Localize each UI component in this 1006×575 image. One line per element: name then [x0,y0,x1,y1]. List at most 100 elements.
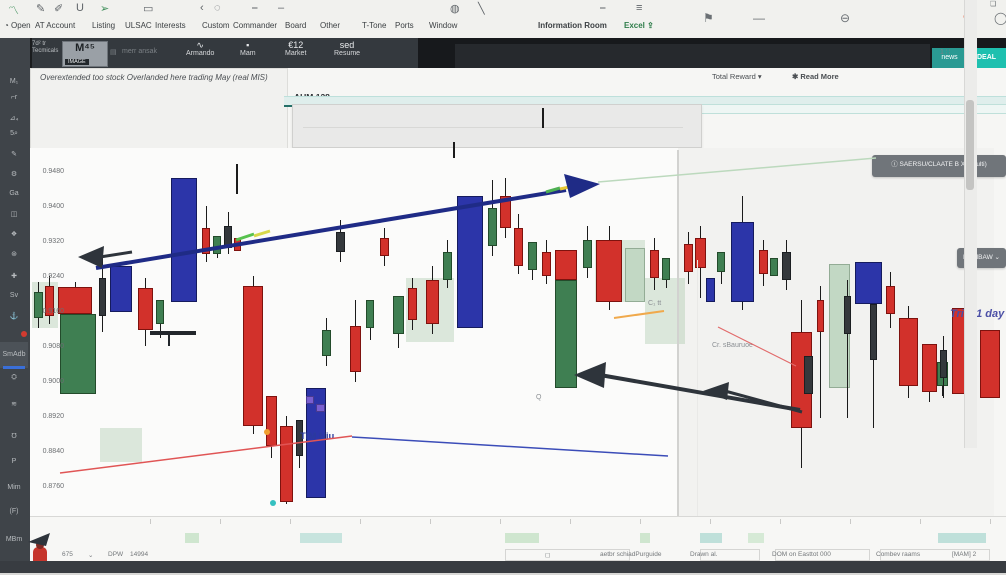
brush-icon[interactable]: ✐ [54,3,64,15]
toolbar-armando[interactable]: ∿ Armando [186,40,215,57]
x-axis-tick [430,519,431,524]
sidebar-item-[interactable]: ❖ [10,231,18,238]
circle-icon[interactable]: ◌ [214,2,221,14]
sidebar-item-r[interactable]: ⌐r [10,94,18,101]
trendline-tool-icon[interactable]: ╲ [478,3,485,15]
pencil-icon[interactable]: ✎ [36,3,46,15]
candlestick-chart[interactable]: 0.9480 0.9400 0.9320 0.9240 0.9160 0.9080 0.90… [30,148,1000,544]
flag-icon[interactable]: ⚑ [703,11,714,25]
y-axis-label: 0.9400 [42,203,64,210]
candle [60,314,96,394]
dash-tool-icon[interactable]: – [278,2,285,14]
menu-excel-export[interactable]: Excel ⇪ [624,21,654,30]
menu-at-account[interactable]: AT Account [35,21,76,30]
candle [336,232,345,252]
toolbar-label: ▤ [110,49,117,56]
sidebar-item-[interactable]: ⊿₄ [9,115,19,122]
cursor-tick [236,164,238,194]
underline-icon[interactable]: U [76,2,84,14]
sidebar-item-mim[interactable]: Mim [7,484,21,491]
news-button[interactable]: news [932,48,967,68]
sidebar-item-sv[interactable]: Sv [9,292,19,299]
close-icon[interactable]: ◯ [994,11,1006,25]
restore-icon[interactable]: ⊖ [840,11,851,25]
vertical-scrollbar[interactable] [964,0,977,448]
y-axis-label: 0.9000 [42,378,64,385]
menu--open[interactable]: ◔ Open [4,21,31,30]
x-axis-tick [920,519,921,524]
frame-icon[interactable]: ▭ [143,3,154,15]
y-axis-label: 0.9160 [42,308,64,315]
sidebar-item-f[interactable]: (F) [9,508,19,515]
notification-dot [21,331,27,337]
toolbar-resume[interactable]: sed Resume [334,40,361,57]
menu-ulsac[interactable]: ULSAC [125,21,152,30]
timeline-band-right[interactable] [680,104,1006,114]
menu-interests[interactable]: Interests [155,21,186,30]
sparkline-icon[interactable]: 〽 [8,5,19,17]
candle [706,278,715,302]
candle [844,296,851,334]
back-icon[interactable]: ‹ [200,2,204,14]
sidebar-item-[interactable]: ⚙ [10,171,18,178]
candle [443,252,452,280]
candle [555,250,577,280]
sidebar-item-m[interactable]: M₁ [9,78,19,85]
tim-label: TIM Niu [300,431,335,442]
candle [886,286,895,314]
chart-tooltip-badge[interactable]: ⓘ SAERSU/CLAATE B XI (multi) [872,155,1006,177]
minimize-icon[interactable]: — [753,11,765,25]
sidebar-item-5[interactable]: 5⌕ [10,130,18,137]
menu-information-room[interactable]: Information Room [538,21,607,30]
menu-ports[interactable]: Ports [395,21,414,30]
status-item: ◻ [545,552,551,559]
status-item: Drawn al. [690,551,718,558]
chart-annotation: Cr. sBauruoe [712,342,753,349]
sidebar-item-[interactable]: ◫ [10,211,18,218]
sidebar-item-[interactable]: ⛭ [11,374,17,381]
corner-window-icon[interactable]: ❏ [990,1,997,8]
x-axis-tick [780,519,781,524]
send-icon[interactable]: ➢ [100,3,110,15]
y-axis-label: 0.9080 [42,343,64,350]
sidebar-item-p[interactable]: P [11,458,17,465]
sidebar-item-[interactable]: ⚓ [9,313,19,320]
menu-t-tone[interactable]: T-Tone [362,21,387,30]
toolbar-mam[interactable]: ▪ Mam [240,40,256,57]
status-item: [MAM] 2 [952,551,977,558]
menu-other[interactable]: Other [320,21,341,30]
dropdown-divider [303,127,683,128]
toolbar-timeframes[interactable]: 7d² tr Tecmicals [32,41,59,54]
sidebar-item-[interactable]: ≋ [11,401,17,408]
menu-custom[interactable]: Custom [202,21,230,30]
sidebar-item-[interactable]: ✎ [11,151,17,158]
toolbar-market[interactable]: €12 Market [285,40,307,57]
total-reward-dropdown[interactable]: Total Reward ▾ [712,72,762,81]
sidebar-item-smadb[interactable]: SmAdb [0,342,28,368]
y-axis-label: 0.9240 [42,273,64,280]
toolbar-period-button[interactable]: M⁴⁵ IMAGE [62,41,108,67]
menu-commander[interactable]: Commander [233,21,278,30]
menu-window[interactable]: Window [429,21,458,30]
globe-icon[interactable]: ◍ [450,3,460,15]
sidebar-item-[interactable]: ℧ [11,433,17,440]
y-axis-label: 0.9480 [42,168,64,175]
menu-board[interactable]: Board [285,21,307,30]
sidebar-item-[interactable]: ⊛ [11,251,17,258]
session-strip [505,533,539,543]
sidebar-item-mbm[interactable]: MBm [5,536,23,543]
sidebar-item-[interactable]: ✚ [11,273,17,280]
list-icon[interactable]: ≡ [636,2,643,14]
scrollbar-thumb[interactable] [966,100,974,190]
menu-listing[interactable]: Listing [92,21,116,30]
candle [980,330,1000,398]
status-box [505,549,630,561]
status-item: DOM on Easttot 000 [772,551,831,558]
sidebar-item-ga[interactable]: Ga [9,190,19,197]
hline-tool-icon[interactable]: ⎯ [600,2,606,14]
toolbar-right-section [418,38,1006,68]
sidebar-active-indicator [3,366,25,369]
line-tool-icon[interactable]: ⎯ [252,2,258,14]
read-more-link[interactable]: ✱ Read More [792,72,839,81]
